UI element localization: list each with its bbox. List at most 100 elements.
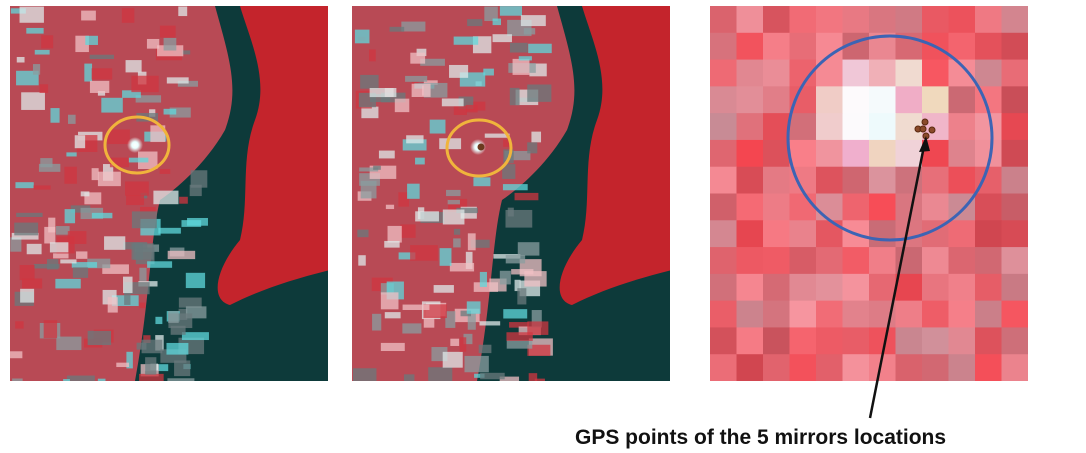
texture-pixel (843, 60, 870, 87)
texture-pixel (500, 271, 511, 285)
texture-pixel (710, 354, 737, 381)
texture-pixel (790, 140, 817, 167)
texture-pixel (181, 220, 201, 227)
texture-pixel (108, 297, 118, 312)
texture-pixel (65, 209, 75, 223)
texture-pixel (737, 327, 764, 354)
texture-pixel (869, 220, 896, 247)
texture-pixel (466, 105, 478, 112)
texture-pixel (949, 113, 976, 140)
texture-pixel (164, 109, 177, 115)
texture-pixel (790, 194, 817, 221)
texture-pixel (737, 274, 764, 301)
texture-pixel (493, 19, 501, 26)
texture-pixel (816, 247, 843, 274)
texture-pixel (843, 86, 870, 113)
texture-pixel (402, 323, 421, 333)
texture-pixel (171, 326, 186, 335)
texture-pixel (405, 76, 427, 82)
texture-pixel (15, 321, 23, 328)
texture-pixel (139, 268, 146, 282)
texture-pixel (50, 108, 59, 123)
texture-pixel (710, 6, 737, 33)
texture-pixel (412, 84, 431, 97)
texture-pixel (50, 242, 68, 252)
texture-pixel (922, 167, 949, 194)
texture-pixel (1002, 247, 1029, 274)
texture-pixel (178, 6, 187, 16)
texture-pixel (81, 11, 96, 21)
texture-pixel (449, 65, 468, 78)
texture-pixel (133, 243, 142, 260)
texture-pixel (763, 194, 790, 221)
texture-pixel (428, 367, 452, 384)
texture-pixel (98, 379, 106, 389)
texture-pixel (816, 140, 843, 167)
texture-pixel (521, 15, 546, 26)
texture-pixel (443, 352, 463, 368)
texture-pixel (816, 86, 843, 113)
texture-pixel (410, 245, 438, 261)
texture-pixel (531, 132, 541, 143)
texture-pixel (710, 113, 737, 140)
texture-pixel (41, 35, 53, 48)
texture-pixel (763, 86, 790, 113)
texture-pixel (737, 247, 764, 274)
texture-pixel (510, 88, 520, 105)
texture-pixel (763, 301, 790, 328)
texture-pixel (763, 140, 790, 167)
texture-pixel (26, 28, 43, 34)
texture-pixel (404, 374, 414, 382)
texture-pixel (710, 220, 737, 247)
texture-pixel (975, 247, 1002, 274)
texture-pixel (975, 354, 1002, 381)
texture-pixel (479, 345, 492, 353)
texture-pixel (763, 113, 790, 140)
texture-pixel (710, 327, 737, 354)
texture-pixel (123, 277, 133, 293)
texture-pixel (370, 88, 397, 97)
texture-pixel (737, 220, 764, 247)
texture-pixel (843, 6, 870, 33)
texture-pixel (60, 259, 76, 263)
texture-pixel (763, 354, 790, 381)
texture-pixel (869, 247, 896, 274)
texture-pixel (15, 182, 33, 188)
texture-pixel (64, 167, 76, 184)
texture-pixel (816, 301, 843, 328)
texture-pixel (147, 261, 172, 268)
texture-pixel (107, 129, 130, 144)
texture-pixel (737, 6, 764, 33)
texture-pixel (90, 81, 109, 93)
texture-pixel (527, 321, 548, 335)
texture-pixel (56, 226, 70, 235)
texture-pixel (896, 86, 923, 113)
texture-pixel (132, 211, 157, 228)
texture-pixel (395, 99, 410, 112)
texture-pixel (869, 113, 896, 140)
texture-pixel (385, 312, 401, 318)
texture-pixel (22, 278, 42, 288)
texture-pixel (166, 343, 188, 355)
texture-pixel (975, 60, 1002, 87)
zoom-panel (710, 6, 1029, 382)
texture-pixel (507, 340, 533, 349)
texture-pixel (922, 194, 949, 221)
texture-pixel (182, 332, 209, 340)
texture-pixel (401, 22, 425, 32)
texture-pixel (896, 60, 923, 87)
texture-pixel (424, 318, 435, 328)
texture-pixel (126, 195, 144, 205)
texture-pixel (460, 337, 467, 351)
texture-pixel (360, 75, 378, 89)
gps-point (478, 144, 485, 151)
texture-pixel (153, 191, 178, 205)
texture-pixel (386, 205, 394, 209)
texture-pixel (518, 242, 540, 255)
texture-pixel (415, 211, 439, 221)
texture-pixel (922, 301, 949, 328)
texture-pixel (84, 64, 92, 82)
texture-pixel (790, 33, 817, 60)
texture-pixel (503, 184, 528, 190)
texture-pixel (21, 92, 45, 110)
